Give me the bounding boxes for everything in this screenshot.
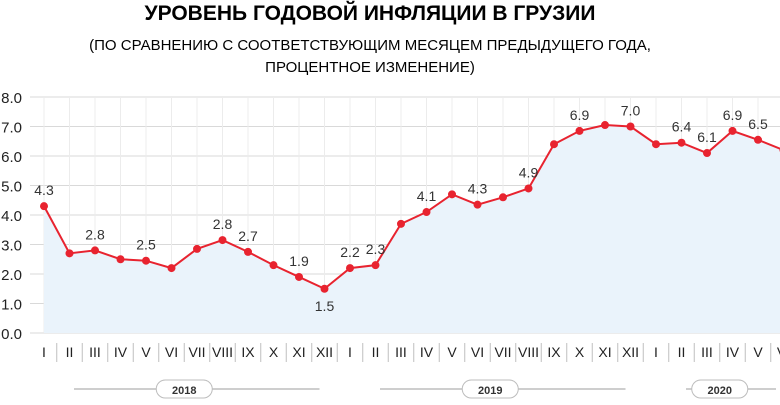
x-tick-label: III bbox=[701, 344, 713, 360]
data-point bbox=[269, 261, 278, 270]
x-tick-label: IV bbox=[420, 344, 434, 360]
data-point bbox=[652, 140, 660, 149]
data-point bbox=[116, 255, 125, 264]
y-tick-label: 0.0 bbox=[1, 326, 22, 343]
year-badge bbox=[461, 379, 519, 399]
x-tick-label: IV bbox=[726, 344, 740, 360]
year-label: 2018 bbox=[172, 385, 196, 397]
y-tick-label: 5.0 bbox=[1, 179, 22, 196]
data-point bbox=[754, 135, 762, 144]
data-label: 4.9 bbox=[519, 164, 539, 180]
data-point bbox=[295, 272, 303, 281]
x-tick-label: I bbox=[42, 344, 46, 360]
data-point bbox=[677, 138, 686, 147]
data-label: 2.2 bbox=[340, 244, 360, 260]
x-tick-label: VIII bbox=[212, 344, 233, 360]
data-point bbox=[167, 264, 176, 273]
x-tick-label: II bbox=[678, 344, 686, 360]
data-point bbox=[65, 249, 74, 258]
data-label: 1.9 bbox=[289, 253, 309, 269]
data-point bbox=[601, 121, 609, 130]
data-point bbox=[448, 190, 456, 199]
x-tick-label: IV bbox=[114, 344, 128, 360]
data-label: 4.3 bbox=[34, 182, 54, 198]
x-tick-label: VI bbox=[471, 344, 484, 360]
y-tick-label: 6.0 bbox=[1, 149, 22, 166]
data-point bbox=[499, 193, 507, 202]
area-fill bbox=[44, 125, 780, 333]
data-label: 2.8 bbox=[85, 226, 105, 242]
data-point bbox=[218, 236, 227, 245]
year-badge bbox=[691, 379, 749, 399]
data-label: 7.0 bbox=[621, 103, 641, 119]
data-point bbox=[703, 149, 711, 158]
x-tick-label: VI bbox=[165, 344, 178, 360]
data-point bbox=[422, 208, 431, 217]
x-tick-label: VII bbox=[188, 344, 205, 360]
x-tick-label: IX bbox=[547, 344, 561, 360]
data-point bbox=[473, 200, 482, 209]
chart-subtitle-line2: ПРОЦЕНТНОЕ ИЗМЕНЕНИЕ) bbox=[265, 59, 475, 76]
data-point bbox=[524, 184, 533, 193]
x-tick-label: VIII bbox=[518, 344, 539, 360]
y-tick-label: 8.0 bbox=[1, 90, 22, 107]
data-point bbox=[626, 122, 635, 131]
y-tick-label: 3.0 bbox=[1, 238, 22, 255]
x-tick-label: IX bbox=[241, 344, 255, 360]
data-label: 6.9 bbox=[723, 107, 743, 123]
x-tick-label: XI bbox=[598, 344, 611, 360]
data-point bbox=[728, 126, 737, 135]
x-tick-label: V bbox=[447, 344, 457, 360]
data-point bbox=[346, 264, 354, 273]
data-label: 2.5 bbox=[136, 237, 156, 253]
x-tick-label: V bbox=[753, 344, 763, 360]
data-label: 2.7 bbox=[238, 228, 258, 244]
x-tick-label: I bbox=[348, 344, 352, 360]
x-tick-label: II bbox=[372, 344, 380, 360]
data-point bbox=[371, 261, 380, 270]
x-tick-label: X bbox=[269, 344, 279, 360]
chart-title: УРОВЕНЬ ГОДОВОЙ ИНФЛЯЦИИ В ГРУЗИИ bbox=[144, 2, 596, 25]
x-tick-label: XII bbox=[316, 344, 333, 360]
series-line bbox=[43, 124, 780, 290]
year-badge bbox=[155, 379, 213, 399]
data-point bbox=[244, 247, 252, 256]
x-tick-label: VI bbox=[777, 344, 780, 360]
x-tick-label: XII bbox=[622, 344, 639, 360]
x-tick-label: III bbox=[89, 344, 101, 360]
data-point bbox=[193, 244, 201, 253]
data-point bbox=[40, 202, 48, 211]
y-tick-label: 2.0 bbox=[1, 267, 22, 284]
y-tick-label: 7.0 bbox=[1, 120, 22, 137]
year-label: 2019 bbox=[478, 385, 502, 397]
year-label: 2020 bbox=[708, 385, 732, 397]
x-tick-label: V bbox=[141, 344, 151, 360]
x-tick-label: VII bbox=[494, 344, 511, 360]
data-point bbox=[91, 246, 99, 255]
data-label: 6.5 bbox=[748, 116, 768, 132]
data-label: 6.4 bbox=[672, 119, 692, 135]
y-tick-label: 4.0 bbox=[1, 208, 22, 225]
x-tick-label: I bbox=[654, 344, 658, 360]
data-point bbox=[575, 126, 584, 135]
data-point bbox=[550, 140, 558, 149]
data-point bbox=[397, 219, 405, 228]
data-label: 1.5 bbox=[315, 298, 335, 314]
data-label: 4.3 bbox=[468, 181, 488, 197]
y-tick-label: 1.0 bbox=[1, 297, 22, 314]
data-label: 2.3 bbox=[366, 241, 386, 257]
data-label: 4.1 bbox=[417, 188, 437, 204]
data-label: 6.1 bbox=[697, 129, 717, 145]
data-point bbox=[320, 284, 329, 293]
x-tick-label: XI bbox=[292, 344, 305, 360]
data-point bbox=[142, 256, 150, 265]
chart-subtitle-line1: (ПО СРАВНЕНИЮ С СООТВЕТСТВУЮЩИМ МЕСЯЦЕМ … bbox=[89, 37, 651, 54]
data-label: 2.8 bbox=[213, 216, 233, 232]
x-tick-label: II bbox=[66, 344, 74, 360]
data-label: 6.9 bbox=[570, 107, 590, 123]
x-tick-label: X bbox=[575, 344, 585, 360]
x-tick-label: III bbox=[395, 344, 407, 360]
